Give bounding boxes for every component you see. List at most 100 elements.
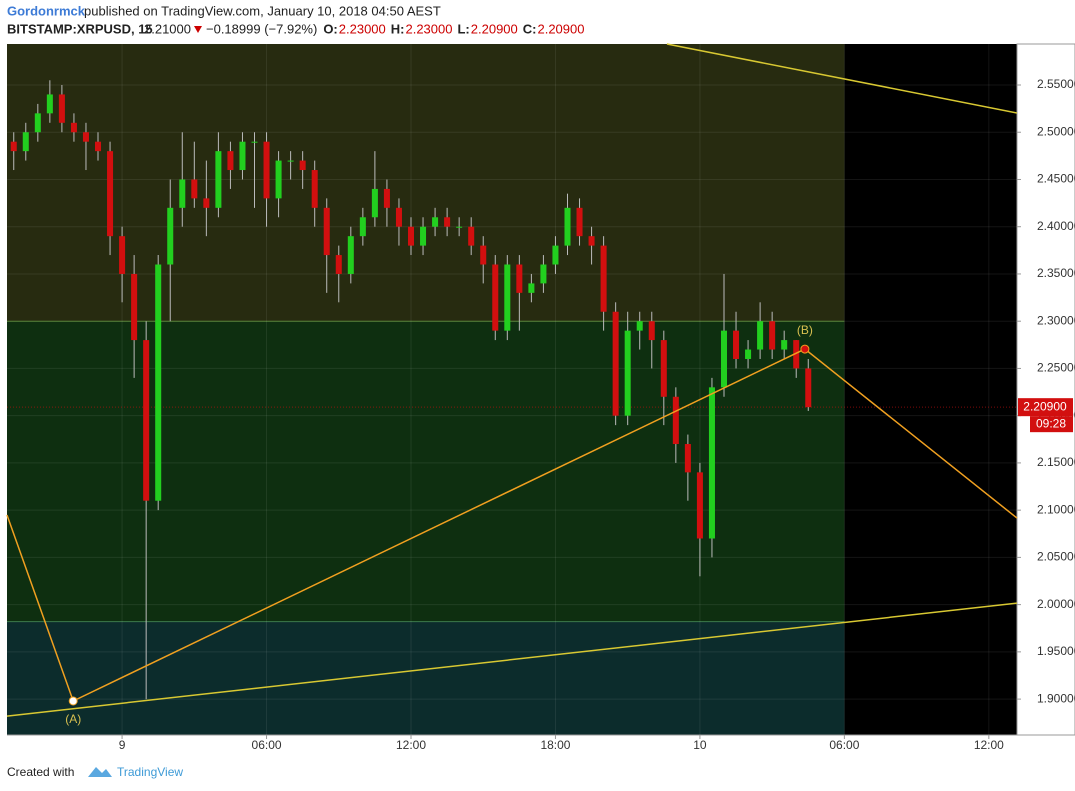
countdown-label: 09:28 (1036, 416, 1066, 430)
y-tick-label: 1.95000 (1037, 644, 1075, 658)
candle-body (131, 273, 138, 341)
candle-body (540, 264, 547, 284)
y-tick-label: 2.40000 (1037, 219, 1075, 233)
x-tick-label: 18:00 (540, 738, 570, 752)
candle-body (733, 330, 740, 359)
y-tick-label: 2.25000 (1037, 361, 1075, 375)
candle-body (383, 188, 390, 208)
candle-body (636, 321, 643, 331)
candle-body (311, 170, 318, 208)
candle-body (420, 226, 427, 246)
candle-body (612, 311, 619, 416)
ohlc-label: L: (457, 21, 469, 36)
candle-body (179, 179, 186, 208)
candle-body (323, 207, 330, 256)
y-tick-label: 2.10000 (1037, 502, 1075, 516)
y-tick-label: 2.30000 (1037, 313, 1075, 327)
candle-body (552, 245, 559, 265)
y-tick-label: 2.05000 (1037, 550, 1075, 564)
x-tick-label: 12:00 (974, 738, 1004, 752)
candle-body (167, 207, 174, 265)
y-tick-label: 2.50000 (1037, 124, 1075, 138)
candle-body (395, 207, 402, 227)
candle-body (684, 444, 691, 473)
x-tick-label: 06:00 (252, 738, 282, 752)
x-tick-label: 9 (119, 738, 126, 752)
candle-body (708, 387, 715, 539)
ohlc-value: 2.23000 (405, 21, 452, 36)
price-tag (1018, 398, 1073, 417)
trendline (6, 348, 1018, 703)
candle-body (347, 236, 354, 274)
candle-body (82, 132, 89, 142)
candle-body (227, 151, 234, 171)
candle-body (263, 141, 270, 199)
candle-body (600, 245, 607, 312)
candle-body (696, 472, 703, 539)
y-tick-label: 2.15000 (1037, 455, 1075, 469)
y-tick-label: 1.90000 (1037, 691, 1075, 705)
x-tick-label: 10 (693, 738, 707, 752)
candle-body (769, 321, 776, 350)
candle-body (239, 141, 246, 171)
y-tick-label: 2.45000 (1037, 172, 1075, 186)
wave-label: (A) (65, 712, 81, 726)
candle-body (34, 113, 41, 133)
y-tick-label: 2.00000 (1037, 597, 1075, 611)
author[interactable]: Gordonrmck (7, 3, 86, 18)
candle-body (588, 236, 595, 246)
candle-body (203, 198, 210, 208)
candle-body (456, 226, 463, 228)
price-tag-label: 2.20900 (1023, 399, 1067, 413)
published: published on TradingView.com, January 10… (84, 3, 441, 18)
ohlc-label: C: (523, 21, 537, 36)
y-tick-label: 2.55000 (1037, 77, 1075, 91)
ohlc-label: O: (323, 21, 337, 36)
x-tick-label: 12:00 (396, 738, 426, 752)
candle-body (251, 141, 258, 143)
candle-body (805, 368, 812, 408)
candle-body (94, 141, 102, 152)
price-axis (1016, 43, 1075, 736)
footer-brand[interactable]: TradingView (117, 765, 183, 779)
candle-body (119, 236, 126, 274)
candle-body (793, 340, 800, 369)
candle-body (287, 160, 294, 162)
candle-body (660, 340, 667, 397)
ohlc-value: 2.20900 (471, 21, 518, 36)
ohlc-value: 2.23000 (339, 21, 386, 36)
candle-body (745, 349, 752, 359)
wave-point (68, 696, 78, 706)
candle-body (576, 207, 583, 237)
candle-body (107, 151, 114, 237)
candle-body (648, 321, 655, 341)
candle-body (432, 217, 439, 227)
candle-body (407, 226, 415, 246)
candle-body (516, 264, 523, 293)
future-area (844, 44, 1017, 735)
plot-area: 1.90000 1.95000 2.00000 2.05000 2.10000 2.150… (6, 43, 1075, 752)
wave-point (800, 344, 810, 354)
symbol: BITSTAMP:XRPUSD, 15 (7, 21, 153, 36)
candle-body (672, 396, 679, 445)
y-tick-label: 2.35000 (1037, 266, 1075, 280)
x-tick-label: 06:00 (829, 738, 859, 752)
candle-body (444, 217, 451, 227)
candle-body (70, 122, 77, 133)
candle-body (22, 132, 29, 152)
trendline (6, 602, 1018, 717)
candle-body (275, 160, 282, 199)
ohlc-value: 2.20900 (537, 21, 584, 36)
candle-body (757, 321, 764, 350)
candle-body (492, 264, 499, 331)
candle-body (299, 160, 306, 171)
ohlc-label: H: (391, 21, 405, 36)
candle-body (335, 255, 342, 274)
candle-body (10, 141, 17, 152)
candle-body (155, 264, 162, 501)
footer-created: Created with (7, 765, 74, 779)
candle-body (215, 151, 222, 208)
down-arrow (194, 26, 202, 33)
candle-body (468, 226, 475, 246)
